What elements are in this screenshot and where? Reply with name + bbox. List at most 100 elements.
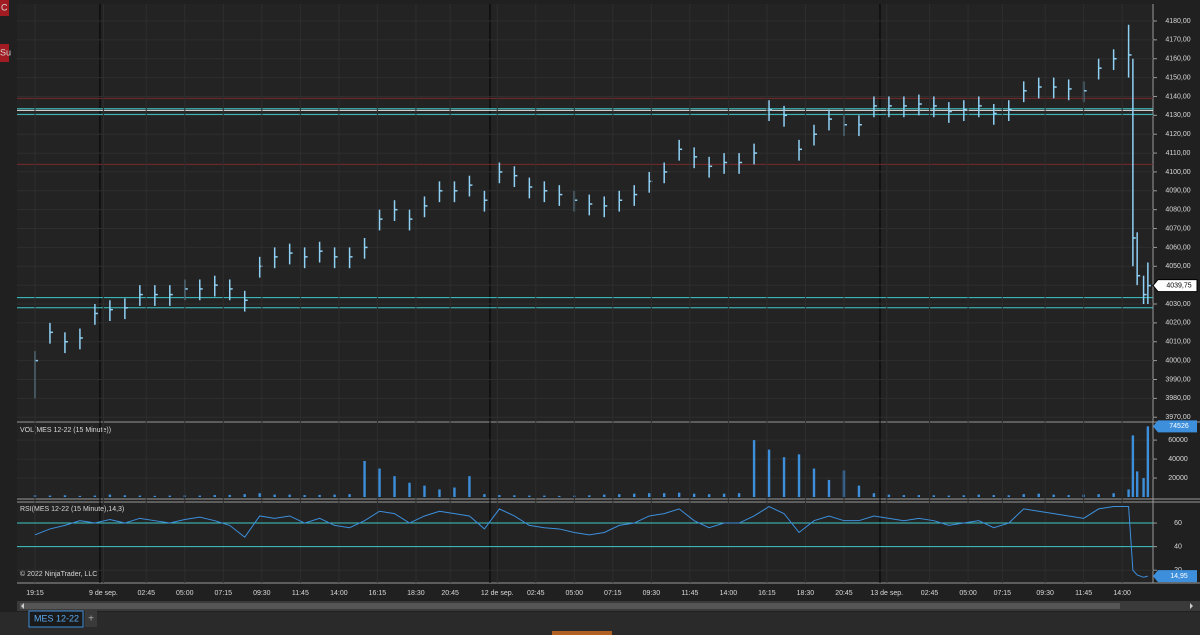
x-tick-label: 07:15 (994, 590, 1012, 597)
volume-bar (1146, 426, 1150, 497)
volume-bar (318, 494, 321, 497)
volume-bar (992, 495, 995, 497)
volume-bar (1112, 493, 1115, 497)
status-strip (552, 631, 612, 635)
y-tick-label: 40000 (1168, 456, 1188, 463)
volume-bar (393, 476, 396, 497)
volume-bar (198, 495, 201, 497)
volume-bar (917, 495, 921, 497)
rsi-line (34, 505, 1148, 578)
x-tick-label: 09:30 (1036, 590, 1054, 597)
add-tab[interactable] (85, 611, 97, 627)
current-value-label: 4039,75 (1166, 282, 1191, 289)
volume-bar (513, 495, 516, 497)
y-tick-label: 20000 (1168, 475, 1188, 482)
volume-bar (288, 494, 291, 497)
x-tick-label: 20:45 (835, 590, 853, 597)
y-tick-label: 3980,00 (1165, 395, 1190, 402)
side-button[interactable] (0, 0, 9, 16)
x-tick-label: 16:15 (369, 590, 387, 597)
x-tick-label: 14:00 (720, 590, 738, 597)
volume-bar (408, 482, 411, 497)
x-tick-label: 18:30 (797, 590, 815, 597)
x-tick-label: 05:00 (959, 590, 977, 597)
volume-bar (138, 495, 142, 497)
volume-bar (887, 494, 891, 497)
x-tick-label: 14:00 (1113, 590, 1131, 597)
y-tick-label: 60 (1174, 520, 1182, 527)
volume-bar (528, 495, 531, 497)
x-tick-label: 14:00 (330, 590, 348, 597)
volume-bar (378, 468, 381, 497)
add-tab-label: + (88, 614, 94, 625)
y-tick-label: 4050,00 (1165, 263, 1190, 270)
y-tick-label: 4090,00 (1165, 188, 1190, 195)
volume-bar (93, 495, 97, 497)
volume-bar (932, 495, 936, 497)
y-tick-label: 4110,00 (1166, 150, 1191, 157)
y-tick-label: 4180,00 (1165, 18, 1190, 25)
volume-bar (692, 493, 696, 497)
volume-bar (677, 492, 681, 497)
y-tick-label: 40 (1174, 543, 1182, 550)
price-panel (17, 4, 1153, 421)
volume-bar (707, 494, 711, 497)
y-tick-label: 4130,00 (1165, 112, 1190, 119)
volume-bar (243, 494, 246, 497)
x-tick-label: 13 de sep. (870, 590, 903, 597)
volume-bar (1022, 494, 1025, 497)
volume-bar (1127, 489, 1130, 497)
volume-bar (588, 495, 591, 497)
tab-label: MES 12-22 (34, 613, 79, 623)
volume-bar (872, 493, 876, 497)
x-tick-label: 02:45 (138, 590, 156, 597)
y-tick-label: 4100,00 (1165, 169, 1190, 176)
y-tick-label: 4060,00 (1165, 244, 1190, 251)
volume-bar (1142, 478, 1145, 497)
volume-bar (438, 489, 441, 497)
x-tick-label: 18:30 (407, 590, 425, 597)
y-tick-label: 3990,00 (1165, 376, 1190, 383)
volume-bar (213, 495, 216, 497)
y-tick-label: 4120,00 (1165, 131, 1190, 138)
y-tick-label: 4150,00 (1165, 74, 1190, 81)
y-tick-label: 4140,00 (1165, 93, 1190, 100)
tab[interactable] (28, 610, 84, 628)
current-value-box (1153, 570, 1197, 583)
x-tick-label: 05:00 (566, 590, 584, 597)
x-tick-label: 05:00 (176, 590, 194, 597)
x-tick-label: 19:15 (26, 590, 44, 597)
volume-bar (558, 495, 561, 497)
volume-bar (228, 494, 231, 497)
volume-bar (812, 468, 816, 497)
volume-bar (108, 494, 112, 497)
volume-bar (303, 495, 306, 497)
tab-bar (0, 612, 1200, 635)
panel-title: RSI(MES 12-22 (15 Minute),14,3) (20, 506, 124, 513)
panel-title: VOL(MES 12-22 (15 Minute)) (20, 427, 111, 434)
volume-bar (797, 454, 801, 497)
x-tick-label: 11:45 (292, 590, 309, 597)
volume-bar (857, 485, 861, 497)
current-value-box (1152, 279, 1198, 293)
volume-bar (737, 493, 741, 497)
x-tick-label: 02:45 (921, 590, 939, 597)
x-tick-label: 09:30 (643, 590, 661, 597)
volume-bar (1131, 435, 1135, 497)
y-tick-label: 4070,00 (1165, 225, 1190, 232)
volume-bar (1135, 471, 1139, 497)
volume-bar (78, 495, 82, 497)
y-tick-label: 4160,00 (1165, 56, 1190, 63)
y-tick-label: 3970,00 (1165, 414, 1190, 421)
volume-panel (17, 423, 1153, 497)
side-button[interactable] (0, 44, 9, 62)
volume-bar (453, 487, 456, 497)
volume-bar (947, 495, 951, 497)
scrollbar-thumb[interactable] (20, 603, 1120, 609)
volume-bar (48, 495, 52, 497)
volume-bar (1067, 495, 1070, 497)
x-tick-label: 02:45 (527, 590, 545, 597)
volume-bar (782, 457, 786, 497)
